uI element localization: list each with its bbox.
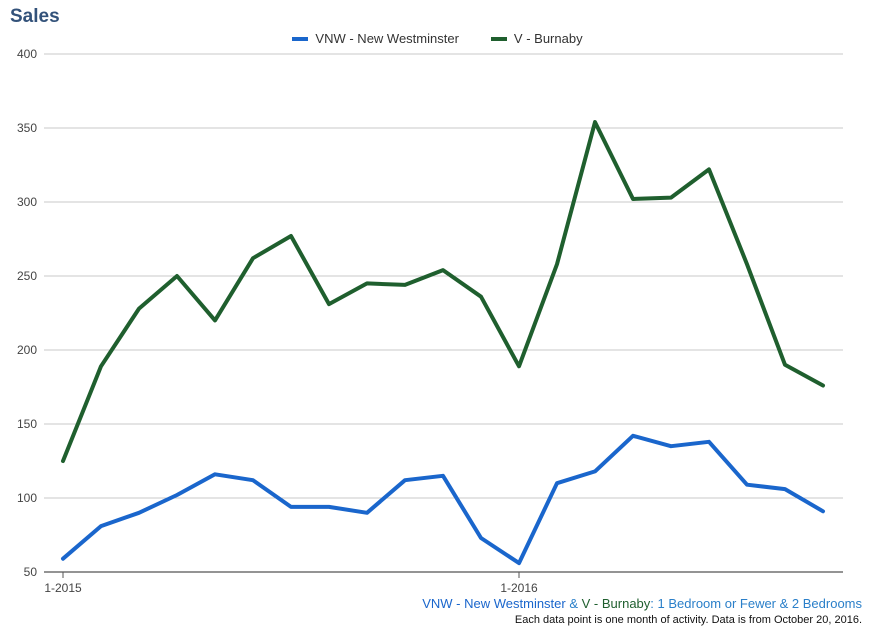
legend-label-vnw: VNW - New Westminster xyxy=(315,31,459,46)
x-tick-label-0: 1-2015 xyxy=(44,581,82,595)
x-tick-label-1: 1-2016 xyxy=(500,581,538,595)
legend-label-burnaby: V - Burnaby xyxy=(513,31,583,46)
footer-series-a: VNW - New Westminster xyxy=(422,596,566,611)
y-tick-label-200: 200 xyxy=(17,343,37,357)
legend-item-vnw: VNW - New Westminster xyxy=(292,31,459,46)
chart-title: Sales xyxy=(10,6,60,27)
footer-note: Each data point is one month of activity… xyxy=(514,614,862,626)
y-tick-label-50: 50 xyxy=(24,565,38,579)
legend-swatch-vnw xyxy=(292,36,309,41)
legend: VNW - New Westminster V - Burnaby xyxy=(0,31,875,46)
legend-item-burnaby: V - Burnaby xyxy=(490,31,583,46)
legend-swatch-burnaby xyxy=(490,36,507,41)
footer-series-b: V - Burnaby xyxy=(581,596,651,611)
footer-suffix: : 1 Bedroom or Fewer & 2 Bedrooms xyxy=(650,596,862,611)
series-line-burnaby xyxy=(61,120,825,463)
y-tick-label-400: 400 xyxy=(17,47,37,61)
series-line-vnw xyxy=(61,433,825,566)
y-tick-label-350: 350 xyxy=(17,121,37,135)
y-tick-label-150: 150 xyxy=(17,417,37,431)
footer-amp: & xyxy=(565,596,582,611)
y-tick-label-250: 250 xyxy=(17,269,37,283)
y-tick-label-100: 100 xyxy=(17,491,37,505)
y-tick-label-300: 300 xyxy=(17,195,37,209)
footer-description: VNW - New Westminster & V - Burnaby: 1 B… xyxy=(422,596,862,611)
